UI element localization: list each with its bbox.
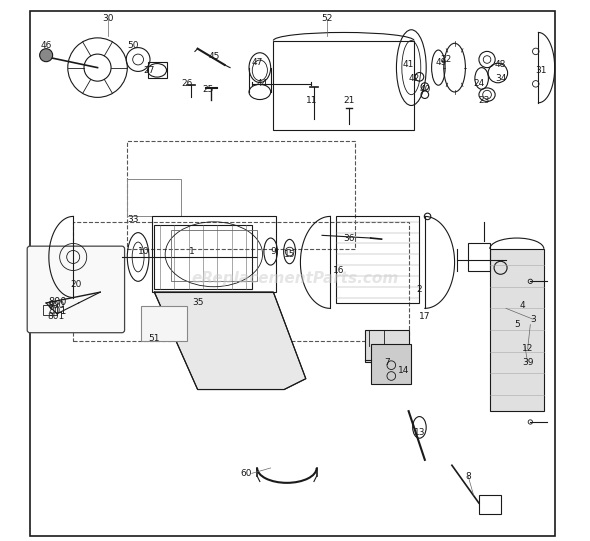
Text: 51: 51: [149, 334, 160, 342]
Text: 45: 45: [208, 52, 219, 61]
Text: 3: 3: [530, 315, 536, 324]
Text: 36: 36: [343, 234, 355, 242]
Bar: [152, 216, 276, 292]
Text: 8: 8: [466, 472, 471, 480]
Text: 48: 48: [495, 61, 506, 69]
Bar: [155, 225, 252, 289]
Text: 24: 24: [473, 80, 484, 88]
Text: 40: 40: [419, 85, 431, 94]
Text: 41: 41: [403, 61, 414, 69]
Text: 15: 15: [284, 250, 296, 259]
Bar: [479, 495, 500, 514]
Bar: [141, 306, 187, 341]
Text: 16: 16: [333, 266, 344, 275]
Text: 801: 801: [49, 306, 67, 316]
Text: 13: 13: [414, 428, 425, 437]
Text: eReplacementParts.com: eReplacementParts.com: [191, 271, 399, 286]
Text: 22: 22: [441, 55, 452, 64]
Text: 35: 35: [192, 299, 204, 307]
Text: 7: 7: [384, 358, 390, 367]
Bar: [171, 230, 257, 281]
Text: 46: 46: [41, 42, 52, 50]
Text: 14: 14: [398, 366, 409, 375]
Text: 26: 26: [181, 80, 192, 88]
Text: 60: 60: [241, 469, 252, 478]
Text: 23: 23: [478, 96, 490, 104]
Bar: [371, 344, 411, 384]
Bar: [468, 243, 490, 270]
Text: 801: 801: [47, 312, 64, 321]
Text: 39: 39: [522, 358, 533, 367]
Text: 33: 33: [127, 215, 139, 223]
Bar: [127, 179, 181, 216]
Polygon shape: [155, 292, 306, 390]
Text: 31: 31: [535, 66, 547, 75]
Text: 34: 34: [495, 74, 506, 83]
Bar: [365, 330, 409, 362]
Text: 12: 12: [522, 345, 533, 353]
Bar: [273, 41, 414, 130]
Text: 9: 9: [270, 247, 276, 256]
Bar: [127, 141, 355, 249]
Text: 4: 4: [519, 301, 525, 310]
Text: 2: 2: [417, 285, 422, 294]
Text: 30: 30: [103, 15, 114, 23]
Polygon shape: [490, 249, 544, 411]
Text: 800: 800: [49, 297, 67, 307]
Text: 50: 50: [127, 42, 139, 50]
Bar: [44, 305, 57, 315]
Text: 52: 52: [322, 15, 333, 23]
Text: 49: 49: [435, 58, 447, 67]
Text: 47: 47: [251, 58, 263, 67]
Circle shape: [40, 49, 53, 62]
Text: 21: 21: [343, 96, 355, 104]
Text: 800: 800: [47, 301, 64, 310]
Text: 20: 20: [70, 280, 81, 288]
Text: 25: 25: [203, 85, 214, 94]
FancyBboxPatch shape: [27, 246, 124, 333]
Text: 5: 5: [514, 320, 520, 329]
Text: 42: 42: [408, 74, 419, 83]
Text: 10: 10: [138, 247, 149, 256]
Text: 17: 17: [419, 312, 431, 321]
Bar: [73, 222, 409, 341]
Text: 44: 44: [257, 80, 268, 88]
Bar: [336, 216, 419, 303]
Bar: [148, 62, 167, 78]
Text: 1: 1: [189, 247, 195, 256]
Text: 11: 11: [306, 96, 317, 104]
Text: 27: 27: [143, 66, 155, 75]
